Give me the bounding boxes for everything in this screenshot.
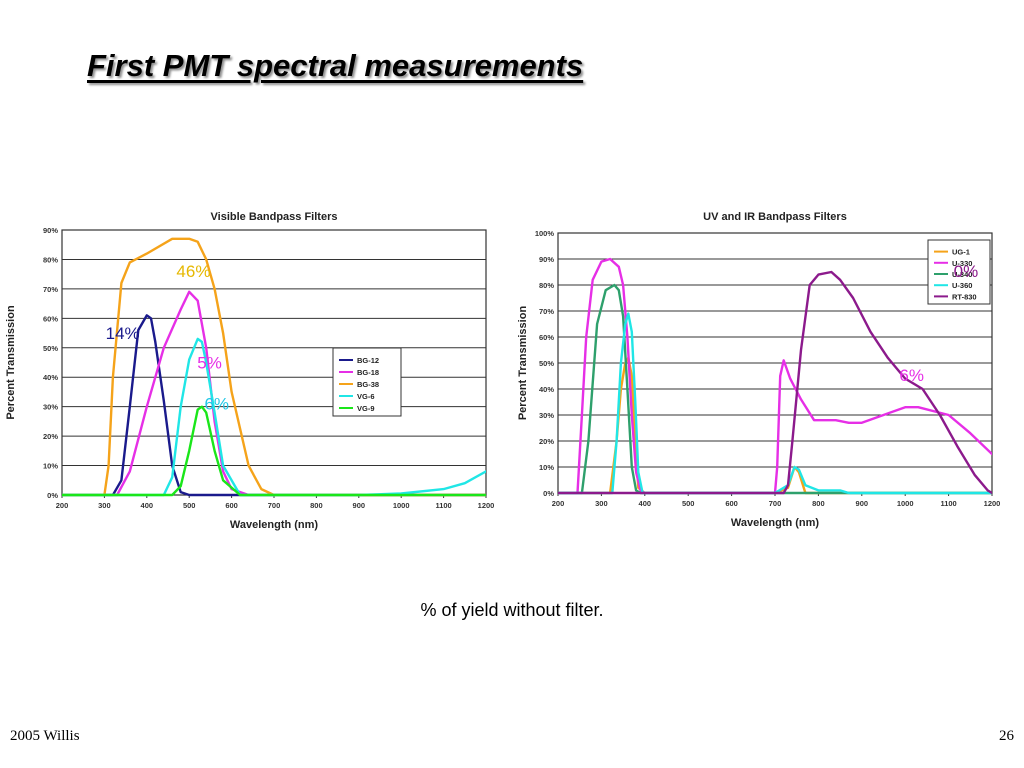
x-tick-label: 200 — [56, 501, 69, 510]
x-tick-label: 500 — [183, 501, 196, 510]
y-tick-label: 80% — [43, 255, 58, 264]
annotation-yield: 14% — [106, 324, 140, 343]
x-tick-label: 1100 — [435, 501, 451, 510]
series-line-bg-12 — [62, 314, 486, 497]
x-tick-label: 1000 — [393, 501, 410, 510]
legend-label-bg-38: BG-38 — [357, 380, 379, 389]
annotation-yield: 6% — [899, 366, 924, 385]
x-tick-label: 800 — [310, 501, 323, 510]
footer-author: 2005 Willis — [10, 728, 80, 744]
series-line-u-330 — [558, 257, 992, 495]
y-tick-label: 90% — [539, 255, 554, 264]
x-axis-label: Wavelength (nm) — [230, 519, 319, 531]
annotation-yield: 6% — [204, 395, 229, 414]
annotation-yield: 5% — [197, 353, 222, 372]
x-tick-label: 200 — [552, 499, 565, 508]
page-number: 26 — [999, 728, 1014, 744]
x-tick-label: 400 — [639, 499, 652, 508]
x-tick-label: 300 — [98, 501, 111, 510]
annotation-yield: 46% — [176, 262, 210, 281]
chart-visible-bandpass: Visible Bandpass Filters 0% 10% 20% 30% 40% 50… — [5, 211, 495, 531]
legend: UG-1 U-330 U-340 U-360 RT-830 — [927, 239, 991, 305]
x-tick-label: 500 — [682, 499, 695, 508]
x-tick-label: 1000 — [897, 499, 914, 508]
legend-label-u-340: U-340 — [952, 270, 972, 279]
y-tick-label: 10% — [43, 462, 58, 471]
caption: % of yield without filter. — [420, 600, 604, 620]
y-tick-label: 70% — [43, 285, 58, 294]
x-tick-label: 1200 — [984, 499, 1001, 508]
x-tick-label: 400 — [141, 501, 154, 510]
series-line-vg-6 — [62, 337, 486, 497]
legend-label-vg-6: VG-6 — [357, 392, 375, 401]
series-line-u-340 — [558, 283, 992, 495]
x-tick-label: 700 — [268, 501, 281, 510]
y-tick-label: 50% — [539, 359, 554, 368]
y-tick-label: 60% — [43, 314, 58, 323]
series-line-vg-9 — [62, 405, 486, 497]
legend-label-rt-830: RT-830 — [952, 292, 977, 301]
series-line-bg-38 — [62, 237, 486, 497]
legend-label-ug-1: UG-1 — [952, 248, 970, 257]
x-axis-label: Wavelength (nm) — [731, 517, 820, 529]
y-axis-label: Percent Transmission — [5, 305, 17, 420]
legend-label-bg-12: BG-12 — [357, 356, 379, 365]
plot-area — [61, 229, 487, 496]
legend-label-vg-9: VG-9 — [357, 404, 375, 413]
x-tick-label: 1200 — [478, 501, 495, 510]
x-tick-label: 1100 — [940, 499, 956, 508]
y-tick-label: 10% — [539, 463, 554, 472]
y-tick-label: 40% — [43, 373, 58, 382]
chart-uv-ir-bandpass: UV and IR Bandpass Filters 0% 10% 20% 30% 40%… — [517, 211, 1001, 529]
y-tick-label: 30% — [43, 403, 58, 412]
legend: BG-12 BG-18 BG-38 VG-6 VG-9 — [332, 347, 402, 417]
chart-title: UV and IR Bandpass Filters — [703, 211, 847, 223]
x-tick-label: 800 — [812, 499, 825, 508]
y-tick-label: 20% — [43, 432, 58, 441]
y-tick-label: 80% — [539, 281, 554, 290]
y-tick-label: 40% — [539, 385, 554, 394]
y-tick-label: 90% — [43, 226, 58, 235]
x-tick-label: 600 — [725, 499, 738, 508]
y-tick-label: 0% — [543, 489, 554, 498]
y-tick-label: 20% — [539, 437, 554, 446]
x-tick-label: 600 — [225, 501, 238, 510]
slide-title: First PMT spectral measurements — [87, 48, 584, 83]
y-tick-label: 30% — [539, 411, 554, 420]
y-tick-label: 50% — [43, 344, 58, 353]
y-axis-label: Percent Transmission — [517, 306, 529, 421]
x-tick-label: 700 — [769, 499, 782, 508]
series-line-rt-830 — [558, 270, 992, 495]
x-tick-label: 300 — [595, 499, 608, 508]
x-tick-label: 900 — [856, 499, 869, 508]
annotation-yield: 0% — [954, 262, 979, 281]
legend-label-u-360: U-360 — [952, 281, 972, 290]
series-line-bg-18 — [62, 290, 486, 497]
y-tick-label: 0% — [47, 491, 58, 500]
y-tick-label: 70% — [539, 307, 554, 316]
y-tick-label: 100% — [535, 229, 555, 238]
x-tick-label: 900 — [353, 501, 366, 510]
chart-title: Visible Bandpass Filters — [211, 211, 338, 223]
y-tick-label: 60% — [539, 333, 554, 342]
legend-label-bg-18: BG-18 — [357, 368, 379, 377]
legend-label-u-330: U-330 — [952, 259, 972, 268]
